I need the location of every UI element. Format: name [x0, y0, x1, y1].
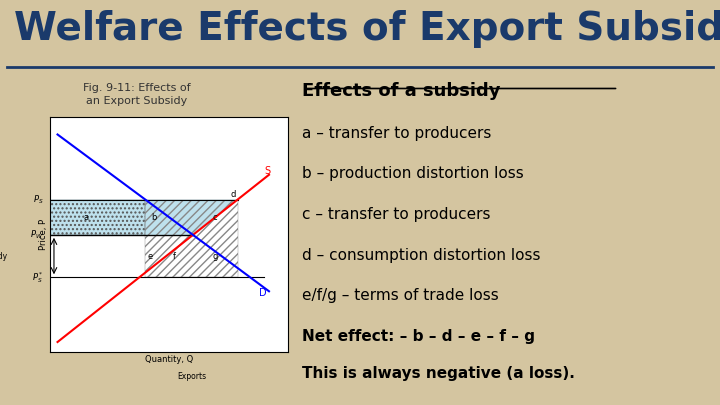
Text: c – transfer to producers: c – transfer to producers — [302, 207, 491, 222]
Text: b – production distortion loss: b – production distortion loss — [302, 166, 524, 181]
X-axis label: Quantity, Q: Quantity, Q — [145, 355, 194, 364]
Text: $P_W$: $P_W$ — [30, 229, 43, 241]
Text: Welfare Effects of Export Subsidies: Welfare Effects of Export Subsidies — [14, 10, 720, 48]
Text: c: c — [213, 213, 217, 222]
Text: Net effect: – b – d – e – f – g: Net effect: – b – d – e – f – g — [302, 328, 536, 343]
Y-axis label: Price, P: Price, P — [39, 220, 48, 250]
Text: Subsidy: Subsidy — [0, 252, 8, 260]
Text: e/f/g – terms of trade loss: e/f/g – terms of trade loss — [302, 288, 499, 303]
Text: d: d — [230, 190, 235, 200]
Text: a: a — [84, 213, 89, 222]
Text: a – transfer to producers: a – transfer to producers — [302, 126, 492, 141]
Text: S: S — [264, 166, 271, 176]
Text: Fig. 9-11: Effects of
an Export Subsidy: Fig. 9-11: Effects of an Export Subsidy — [83, 83, 191, 107]
Text: This is always negative (a loss).: This is always negative (a loss). — [302, 366, 575, 381]
Text: d – consumption distortion loss: d – consumption distortion loss — [302, 247, 541, 262]
Text: Exports: Exports — [177, 372, 206, 382]
Text: D: D — [259, 288, 267, 298]
Text: e: e — [148, 252, 153, 260]
Text: g: g — [212, 252, 218, 260]
Text: f: f — [173, 252, 176, 260]
Text: b: b — [151, 213, 156, 222]
Text: Effects of a subsidy: Effects of a subsidy — [302, 82, 501, 100]
Text: $P_S$: $P_S$ — [32, 194, 43, 206]
Text: $P^*_S$: $P^*_S$ — [32, 270, 43, 285]
